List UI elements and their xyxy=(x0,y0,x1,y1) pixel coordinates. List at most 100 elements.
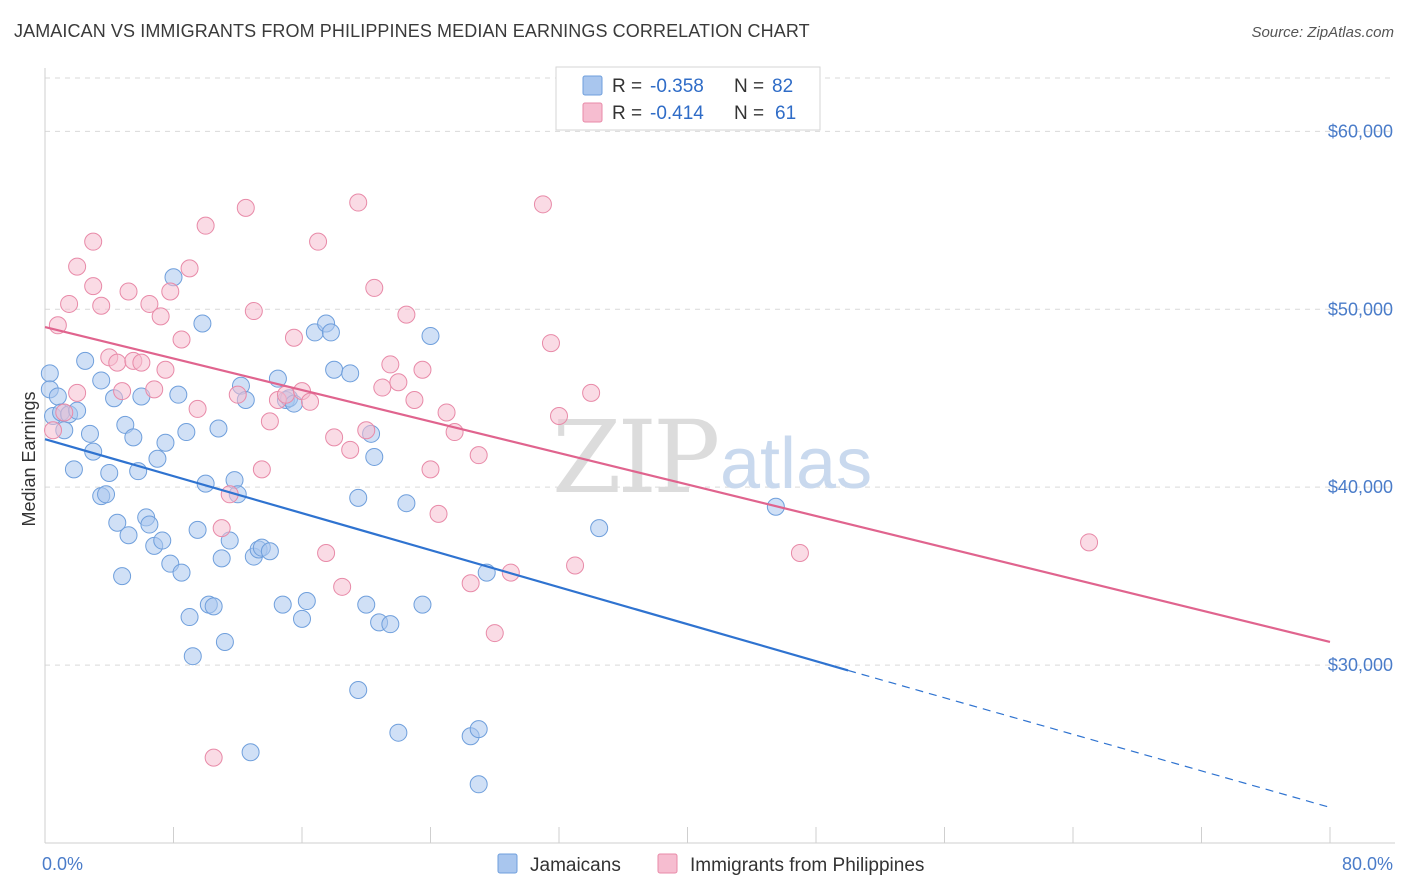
data-point xyxy=(252,460,271,479)
data-point xyxy=(421,460,440,479)
data-point xyxy=(301,392,320,411)
data-point xyxy=(260,412,279,431)
source-credit: Source: ZipAtlas.com xyxy=(1251,24,1394,41)
data-point xyxy=(397,494,416,513)
data-point xyxy=(533,195,552,214)
data-point xyxy=(145,380,164,399)
data-point xyxy=(108,353,127,372)
data-point xyxy=(349,681,368,699)
data-point xyxy=(381,355,400,374)
data-point xyxy=(293,609,311,628)
bottom-legend-label-jamaicans: Jamaicans xyxy=(530,855,621,876)
data-point xyxy=(550,407,568,426)
data-point xyxy=(132,353,151,372)
data-point xyxy=(119,282,138,301)
data-point xyxy=(196,216,215,235)
grid-lines xyxy=(45,77,1395,666)
data-point xyxy=(183,647,202,666)
data-point xyxy=(55,403,74,422)
data-point xyxy=(333,577,352,596)
bottom-legend: Jamaicans Immigrants from Philippines xyxy=(497,853,924,876)
chart-title: JAMAICAN VS IMMIGRANTS FROM PHILIPPINES … xyxy=(14,21,810,41)
watermark: ZIP atlas xyxy=(552,399,872,516)
data-point xyxy=(325,360,344,379)
y-tick-label: $50,000 xyxy=(1328,299,1393,319)
series-philippines xyxy=(44,193,1099,767)
data-point xyxy=(140,515,159,534)
data-point xyxy=(1080,533,1099,552)
legend-n-value-jamaicans: 82 xyxy=(772,76,793,97)
data-point xyxy=(389,373,408,392)
legend-r-value-philippines: -0.414 xyxy=(650,103,704,124)
legend-n-label-philippines: N = xyxy=(734,103,764,124)
data-point xyxy=(169,385,188,404)
data-point xyxy=(188,520,207,539)
data-point xyxy=(113,567,132,586)
data-point xyxy=(92,371,111,390)
data-point xyxy=(80,424,99,443)
data-point xyxy=(236,198,255,217)
data-point xyxy=(413,360,432,379)
data-point xyxy=(180,608,199,627)
legend: R = -0.358 N = 82 R = -0.414 N = 61 xyxy=(555,66,821,131)
data-point xyxy=(153,531,172,550)
data-point xyxy=(244,302,263,321)
legend-r-value-jamaicans: -0.358 xyxy=(650,76,704,97)
x-tick-labels: 0.0% 80.0% xyxy=(42,854,1393,874)
data-point xyxy=(212,519,231,538)
data-point xyxy=(97,485,116,504)
data-point xyxy=(421,326,440,345)
data-point xyxy=(215,632,234,651)
legend-swatch-jamaicans xyxy=(582,75,603,96)
data-point xyxy=(40,364,59,383)
data-point xyxy=(397,305,416,324)
data-point xyxy=(204,597,223,616)
trend-line-jamaicans-extension xyxy=(847,669,1331,808)
data-point xyxy=(156,433,175,452)
data-point xyxy=(469,446,488,465)
y-tick-labels: $30,000 $40,000 $50,000 $60,000 xyxy=(1328,121,1393,675)
data-point xyxy=(373,378,392,397)
data-point xyxy=(321,323,340,342)
data-point xyxy=(365,447,384,466)
data-point xyxy=(228,385,247,404)
data-point xyxy=(276,385,295,404)
data-point xyxy=(84,232,103,251)
data-point xyxy=(177,423,196,442)
data-point xyxy=(64,460,83,479)
data-point xyxy=(469,720,488,739)
data-point xyxy=(124,428,143,447)
data-point xyxy=(68,383,87,402)
y-tick-label: $40,000 xyxy=(1328,477,1393,497)
data-point xyxy=(341,364,360,383)
x-tick-label-max: 80.0% xyxy=(1342,854,1393,874)
bottom-legend-swatch-philippines xyxy=(657,853,678,874)
data-point xyxy=(188,399,207,418)
trend-lines xyxy=(44,326,1331,808)
data-point xyxy=(461,574,480,593)
data-point xyxy=(148,449,167,468)
data-point xyxy=(405,391,424,410)
bottom-legend-swatch-jamaicans xyxy=(497,853,518,874)
data-point xyxy=(590,519,609,538)
data-point xyxy=(429,504,448,523)
legend-r-label-jamaicans: R = xyxy=(612,76,642,97)
data-point xyxy=(48,387,67,406)
data-point xyxy=(113,382,132,401)
data-point xyxy=(241,743,260,762)
watermark-atlas: atlas xyxy=(720,424,872,504)
data-point xyxy=(193,314,212,333)
data-point xyxy=(349,193,368,212)
trend-line-philippines xyxy=(44,326,1331,644)
data-point xyxy=(76,351,95,370)
data-point xyxy=(60,294,79,313)
y-axis-title: Median Earnings xyxy=(19,391,39,526)
x-tick-label-min: 0.0% xyxy=(42,854,83,874)
legend-n-value-philippines: 61 xyxy=(775,103,796,124)
data-point xyxy=(309,232,328,251)
data-point xyxy=(172,330,191,349)
data-point xyxy=(212,549,231,568)
data-point xyxy=(437,403,456,422)
data-point xyxy=(365,278,384,297)
